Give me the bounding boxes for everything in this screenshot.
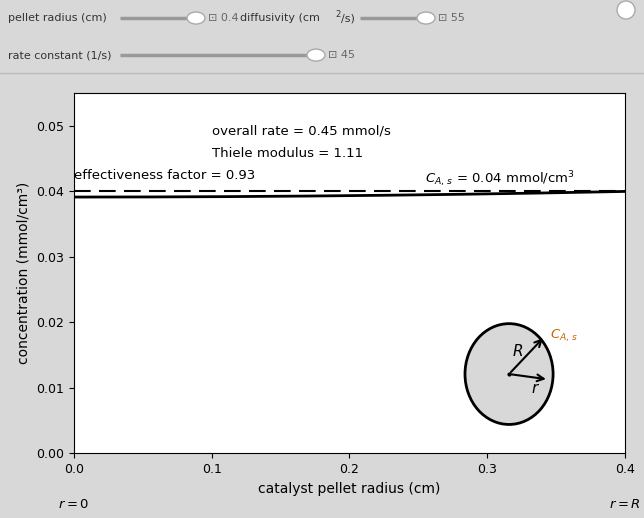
- Text: diffusivity (cm: diffusivity (cm: [240, 13, 320, 23]
- Text: pellet radius (cm): pellet radius (cm): [8, 13, 107, 23]
- Text: $R$: $R$: [512, 342, 523, 358]
- Ellipse shape: [465, 324, 553, 424]
- Text: $C_{A,\,s}$: $C_{A,\,s}$: [551, 328, 579, 344]
- Text: $C_{A,\,s}$ = 0.04 mmol/cm$^3$: $C_{A,\,s}$ = 0.04 mmol/cm$^3$: [425, 169, 575, 189]
- Text: ⊡ 0.4: ⊡ 0.4: [208, 13, 239, 23]
- Ellipse shape: [187, 12, 205, 24]
- Text: ⊡ 45: ⊡ 45: [328, 50, 355, 60]
- Text: ⊡ 55: ⊡ 55: [438, 13, 465, 23]
- Text: $r$: $r$: [531, 381, 540, 396]
- Text: $r = 0$: $r = 0$: [59, 498, 90, 511]
- Ellipse shape: [417, 12, 435, 24]
- Text: overall rate = 0.45 mmol/s: overall rate = 0.45 mmol/s: [212, 125, 391, 138]
- Y-axis label: concentration (mmol/cm³): concentration (mmol/cm³): [17, 182, 31, 364]
- Text: +: +: [620, 3, 632, 17]
- Text: rate constant (1/s): rate constant (1/s): [8, 50, 111, 60]
- Text: Thiele modulus = 1.11: Thiele modulus = 1.11: [212, 147, 363, 160]
- Text: /s): /s): [341, 13, 355, 23]
- Ellipse shape: [307, 49, 325, 61]
- Text: 2: 2: [335, 9, 340, 19]
- Text: effectiveness factor = 0.93: effectiveness factor = 0.93: [74, 169, 255, 182]
- Text: $r = R$: $r = R$: [609, 498, 641, 511]
- X-axis label: catalyst pellet radius (cm): catalyst pellet radius (cm): [258, 482, 440, 496]
- Circle shape: [617, 1, 635, 19]
